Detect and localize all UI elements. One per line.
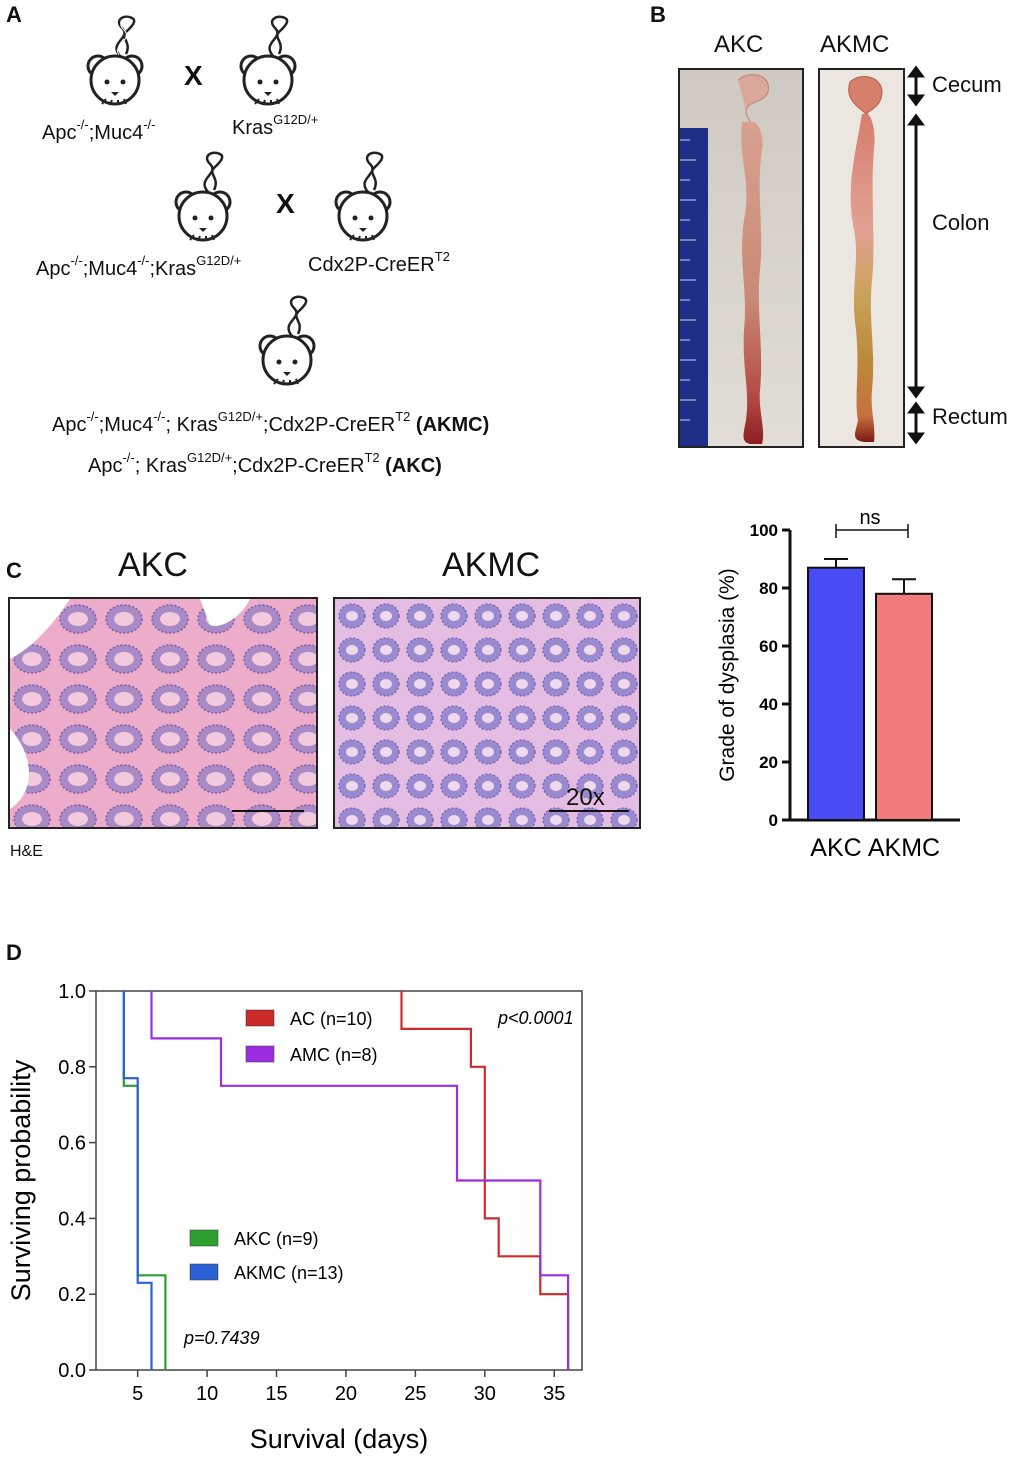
- y-tick-label: 100: [750, 521, 778, 540]
- p-value-annotation: p<0.0001: [497, 1008, 574, 1028]
- genotype-parent-2a: Apc-/-;Muc4-/-;KrasG12D/+: [36, 253, 242, 280]
- x-tick-label: 10: [196, 1383, 218, 1405]
- mouse-icon: [334, 151, 392, 242]
- x-axis-label: Survival (days): [250, 1424, 429, 1454]
- panel-b-label: B: [650, 2, 666, 27]
- bar: [807, 566, 865, 821]
- cross-symbol-2: X: [276, 188, 295, 219]
- panel-a-label: A: [6, 2, 22, 27]
- genotype-parent-2b: Cdx2P-CreERT2: [308, 249, 450, 276]
- legend-swatch: [189, 1229, 219, 1247]
- legend-label: AMC (n=8): [290, 1045, 378, 1065]
- survival-curve: [150, 991, 570, 1370]
- x-tick-label: AKC: [810, 834, 861, 862]
- mouse-icon: [258, 295, 316, 386]
- histology-image-akmc: [333, 597, 641, 829]
- legend-swatch: [189, 1263, 219, 1281]
- colon-photo-title-akmc: AKMC: [820, 31, 890, 58]
- mouse-icon: [174, 151, 232, 242]
- legend-label: AKMC (n=13): [234, 1263, 344, 1283]
- y-tick-label: 0: [769, 811, 778, 830]
- legend-label: AKC (n=9): [234, 1229, 319, 1249]
- genotype-akc: Apc-/-; KrasG12D/+;Cdx2P-CreERT2 (AKC): [88, 450, 442, 477]
- p-value-annotation: p=0.7439: [183, 1328, 260, 1348]
- mouse-icon: [239, 15, 297, 106]
- y-tick-label: 60: [759, 637, 778, 656]
- significance-label: ns: [859, 507, 880, 529]
- genotype-parent-1b: KrasG12D/+: [232, 112, 319, 139]
- legend-label: AC (n=10): [290, 1009, 373, 1029]
- histology-title-akc: AKC: [118, 546, 188, 584]
- genotype-parent-1a: Apc-/-;Muc4-/-: [42, 117, 156, 144]
- legend-swatch: [245, 1009, 275, 1027]
- x-tick-label: 20: [335, 1383, 357, 1405]
- legend-swatch: [245, 1045, 275, 1063]
- y-tick-label: 0.8: [58, 1057, 86, 1079]
- y-tick-label: 20: [759, 753, 778, 772]
- y-tick-label: 40: [759, 695, 778, 714]
- colon-photo-akc: [678, 68, 804, 448]
- y-axis-label: Surviving probability: [6, 1059, 36, 1301]
- survival-km-chart: 0.0 0.2 0.4 0.6 0.8 1.0 5 10 15 20 25 30 35 Survival …: [6, 981, 583, 1454]
- stain-label: H&E: [10, 843, 43, 860]
- dysplasia-bar-chart: 0 20 40 60 80 100 AKC AKMC Grade of dysplasia (%…: [716, 507, 960, 862]
- x-tick-label: 30: [474, 1383, 496, 1405]
- y-tick-label: 1.0: [58, 981, 86, 1003]
- panel-d-label: D: [6, 940, 22, 965]
- y-axis-label: Grade of dysplasia (%): [716, 568, 739, 782]
- y-tick-label: 0.0: [58, 1360, 86, 1382]
- magnification-label: 20x: [566, 784, 605, 811]
- mouse-icon: [86, 15, 144, 106]
- region-label-cecum: Cecum: [932, 72, 1002, 97]
- region-label-colon: Colon: [932, 210, 990, 235]
- x-tick-label: 5: [132, 1383, 143, 1405]
- y-tick-label: 0.6: [58, 1133, 86, 1155]
- x-tick-label: AKMC: [868, 834, 940, 862]
- region-arrows: [907, 65, 925, 445]
- histology-image-akc: [8, 597, 318, 829]
- y-tick-label: 0.2: [58, 1284, 86, 1306]
- panel-c-label: C: [6, 558, 22, 583]
- colon-photo-title-akc: AKC: [714, 31, 764, 58]
- cross-symbol-1: X: [184, 60, 203, 91]
- y-tick-label: 0.4: [58, 1208, 86, 1230]
- survival-curve: [122, 991, 153, 1370]
- x-tick-label: 25: [404, 1383, 426, 1405]
- plot-frame: [95, 990, 583, 1371]
- survival-curve: [122, 991, 167, 1370]
- bar: [875, 592, 933, 821]
- x-tick-label: 15: [265, 1383, 287, 1405]
- y-tick-label: 80: [759, 579, 778, 598]
- genotype-akmc: Apc-/-;Muc4-/-; KrasG12D/+;Cdx2P-CreERT2…: [52, 409, 490, 436]
- colon-photo-akmc: [818, 68, 905, 448]
- x-tick-label: 35: [543, 1383, 565, 1405]
- histology-title-akmc: AKMC: [442, 546, 541, 584]
- survival-curve: [400, 991, 570, 1370]
- region-label-rectum: Rectum: [932, 404, 1008, 429]
